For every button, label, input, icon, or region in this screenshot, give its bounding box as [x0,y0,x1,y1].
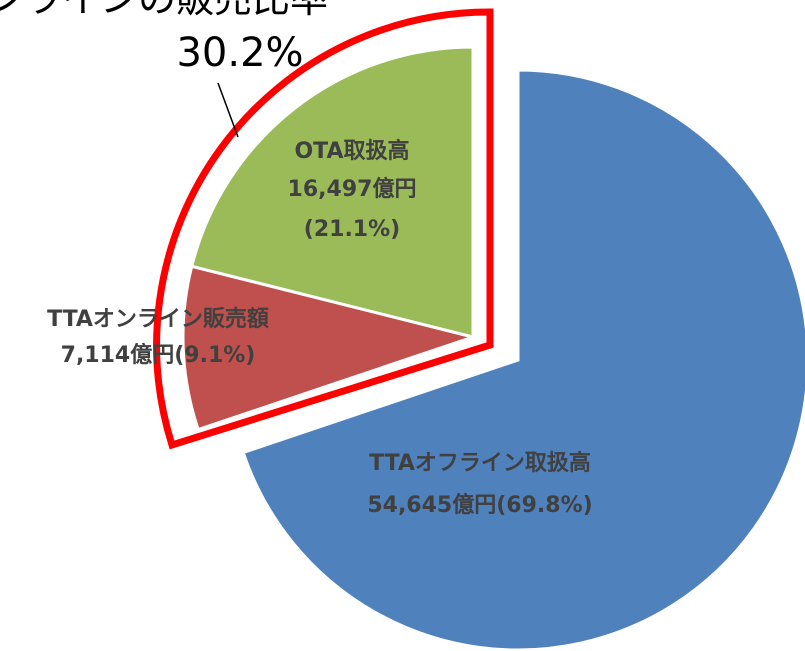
pie-slice [241,68,805,651]
pie-slice [181,264,479,432]
label-part: (69.8%) [496,493,592,518]
pie-slice [189,45,475,339]
slice-label: OTA取扱高 [294,138,409,164]
label-part: 54,645億円 [367,492,496,518]
slice-label: 16,497億円 [288,176,417,202]
label-part: TTAオフライン取扱高 [369,450,591,476]
annotation: 30.2% [176,30,303,76]
label-part: (9.1%) [174,343,255,368]
label-part: OTA取扱高 [294,138,409,164]
label-part: 16,497億円 [288,176,417,202]
label-part: TTAオンライン販売額 [47,306,269,332]
slices [181,45,805,651]
label-part: (21.1%) [304,217,400,242]
slice-label: 7,114億円(9.1%) [61,342,256,368]
slice-label: TTAオンライン販売額 [47,306,269,332]
slice-label: (21.1%) [304,217,400,242]
chart-title: オンラインの販売比率 [0,0,328,21]
slice-label: 54,645億円(69.8%) [367,492,592,518]
leader-line [217,82,239,138]
label-part: 7,114億円 [61,342,175,368]
slice-label: TTAオフライン取扱高 [369,450,591,476]
highlight-outline [153,8,494,450]
labels: TTAオフライン取扱高 54,645億円(69.8%) TTAオンライン販売額 7,1… [47,138,593,518]
